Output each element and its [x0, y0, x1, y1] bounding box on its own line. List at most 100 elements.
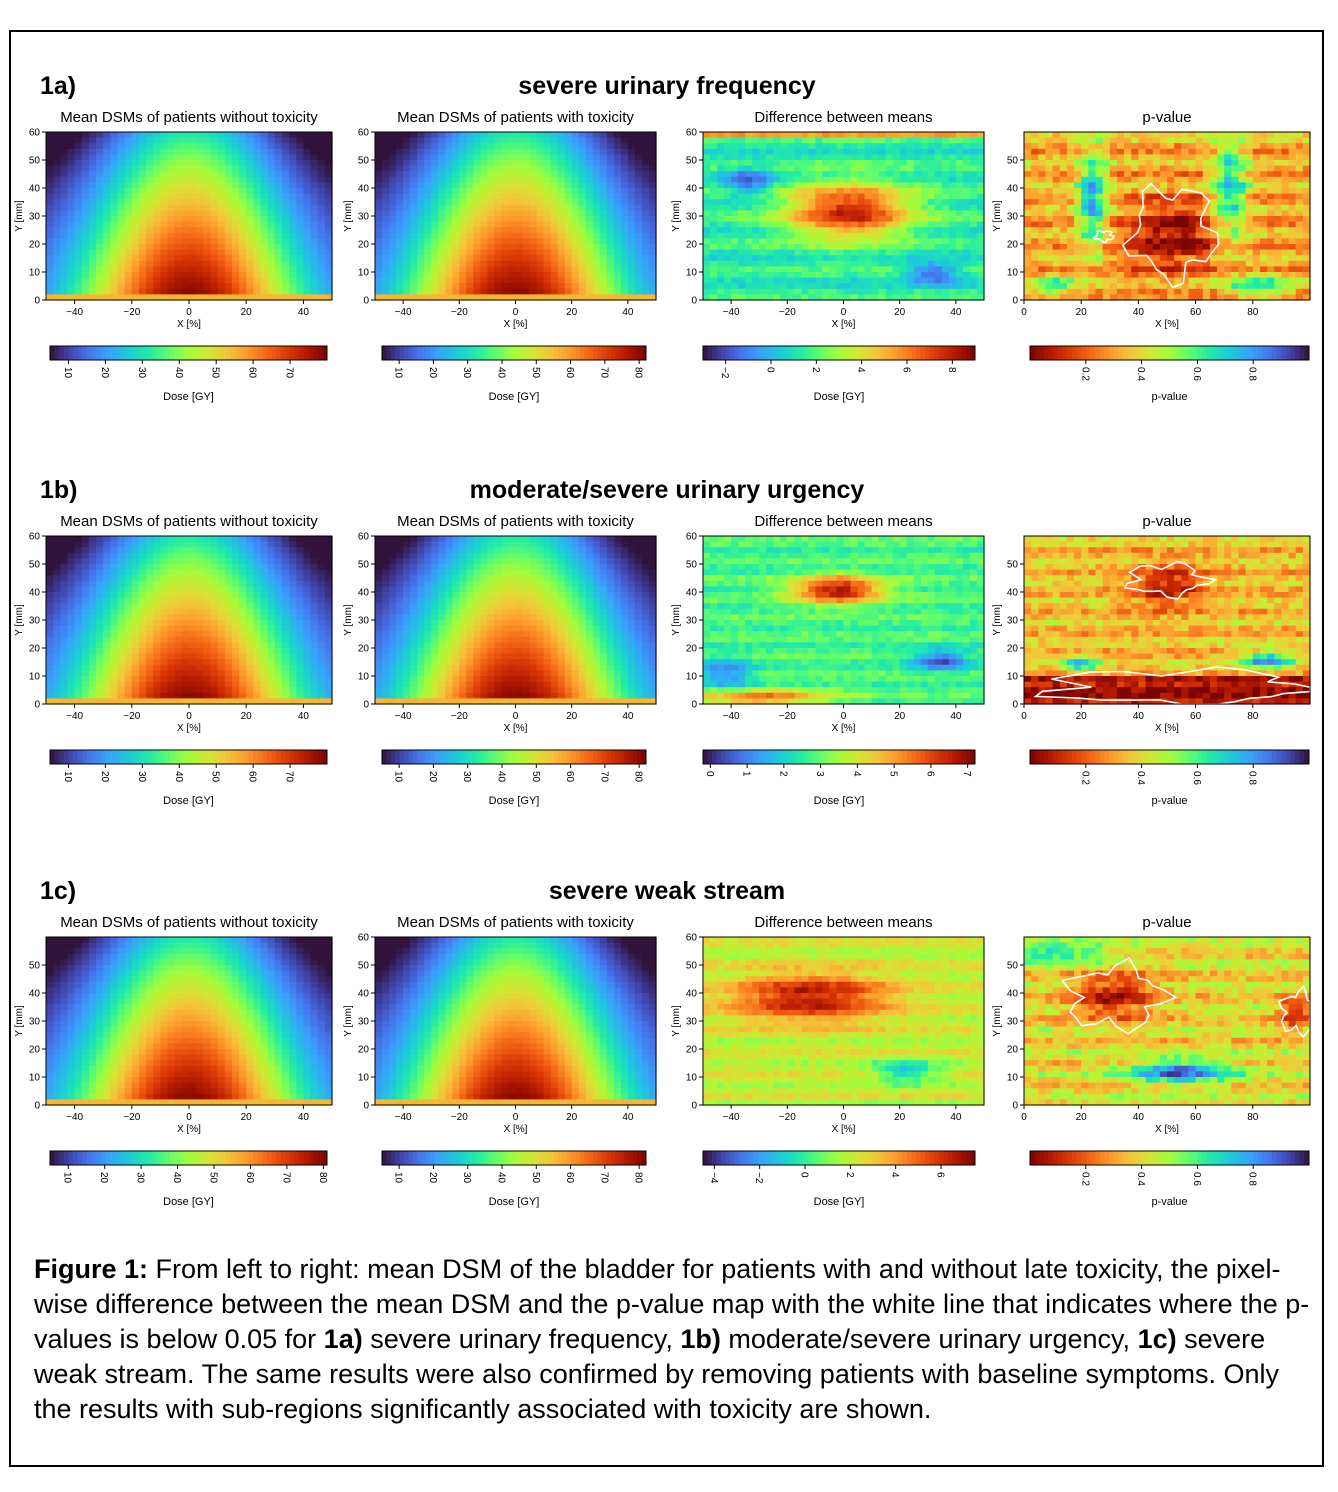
colorbar-cell	[802, 346, 808, 360]
heatmap-cell	[324, 193, 333, 200]
colorbar-cell	[478, 346, 484, 360]
heatmap-cell	[487, 160, 496, 167]
heatmap-cell	[253, 171, 262, 178]
heatmap-cell	[389, 160, 397, 167]
heatmap-cell	[606, 266, 615, 273]
heatmap-cell	[606, 272, 615, 279]
heatmap-cell	[1131, 182, 1139, 189]
heatmap-cell	[710, 294, 718, 301]
heatmap-cell	[927, 171, 936, 178]
heatmap-cell	[927, 176, 936, 183]
heatmap-cell	[174, 277, 183, 284]
heatmap-cell	[634, 227, 643, 234]
heatmap-cell	[878, 137, 887, 144]
heatmap-cell	[627, 227, 636, 234]
heatmap-cell	[1245, 143, 1254, 150]
heatmap-cell	[620, 160, 629, 167]
heatmap-cell	[88, 143, 97, 150]
heatmap-cell	[445, 260, 453, 267]
heatmap-cell	[160, 171, 169, 178]
heatmap-cell	[382, 137, 390, 144]
heatmap-cell	[976, 210, 985, 217]
heatmap-cell	[303, 143, 312, 150]
heatmap-cell	[1116, 148, 1125, 155]
heatmap-cell	[648, 277, 657, 284]
heatmap-cell	[1238, 221, 1247, 228]
heatmap-cell	[189, 132, 197, 139]
heatmap-cell	[850, 193, 859, 200]
heatmap-cell	[1102, 277, 1111, 284]
heatmap-cell	[1109, 188, 1118, 195]
heatmap-cell	[1224, 199, 1232, 206]
heatmap-cell	[529, 171, 538, 178]
heatmap-cell	[1131, 160, 1139, 167]
heatmap-cell	[53, 249, 61, 256]
heatmap-cell	[766, 255, 774, 262]
heatmap-cell	[281, 132, 290, 139]
heatmap-cell	[1052, 204, 1061, 211]
heatmap-cell	[648, 255, 657, 262]
heatmap-cell	[253, 266, 262, 273]
heatmap-cell	[452, 227, 460, 234]
heatmap-cell	[217, 260, 226, 267]
heatmap-cell	[822, 182, 831, 189]
heatmap-cell	[550, 171, 559, 178]
heatmap-cell	[53, 160, 61, 167]
heatmap-cell	[1024, 260, 1032, 267]
heatmap-cell	[1024, 182, 1032, 189]
heatmap-cell	[850, 227, 859, 234]
heatmap-cell	[174, 199, 183, 206]
heatmap-cell	[878, 148, 887, 155]
heatmap-cell	[787, 227, 795, 234]
heatmap-cell	[246, 182, 254, 189]
heatmap-cell	[67, 232, 76, 239]
heatmap-cell	[724, 272, 732, 279]
heatmap-cell	[110, 249, 119, 256]
colorbar-frame	[702, 345, 976, 361]
heatmap-cell	[210, 232, 219, 239]
heatmap-cell	[452, 283, 460, 290]
heatmap-cell	[410, 260, 418, 267]
heatmap-cell	[1031, 193, 1039, 200]
heatmap-cell	[74, 176, 83, 183]
heatmap-cell	[246, 266, 254, 273]
heatmap-cell	[410, 137, 418, 144]
heatmap-cell	[494, 283, 503, 290]
heatmap-cell	[189, 188, 197, 195]
heatmap-cell	[927, 294, 936, 301]
heatmap-cell	[459, 260, 467, 267]
heatmap-cell	[613, 249, 622, 256]
colorbar-cell	[970, 346, 976, 360]
heatmap-cell	[267, 216, 276, 223]
heatmap-cell	[529, 249, 538, 256]
colorbar-cell	[206, 346, 213, 360]
heatmap-cell	[124, 143, 133, 150]
heatmap-cell	[452, 132, 460, 139]
heatmap-cell	[1038, 232, 1047, 239]
heatmap-cell	[850, 272, 859, 279]
heatmap-cell	[822, 160, 831, 167]
heatmap-cell	[1302, 171, 1311, 178]
heatmap-cell	[578, 238, 587, 245]
heatmap-cell	[641, 199, 650, 206]
heatmap-cell	[571, 154, 580, 161]
heatmap-cell	[871, 188, 880, 195]
heatmap-cell	[850, 204, 859, 211]
heatmap-cell	[281, 221, 290, 228]
heatmap-cell	[780, 148, 788, 155]
heatmap-cell	[110, 266, 119, 273]
heatmap-cell	[536, 249, 545, 256]
heatmap-cell	[445, 238, 453, 245]
heatmap-cell	[1052, 143, 1061, 150]
heatmap-cell	[878, 160, 887, 167]
heatmap-cell	[836, 193, 845, 200]
heatmap-cell	[417, 244, 425, 251]
heatmap-cell	[96, 232, 104, 239]
heatmap-cell	[1138, 160, 1147, 167]
heatmap-cell	[289, 143, 297, 150]
heatmap-cell	[1088, 216, 1097, 223]
panel-diff: Difference between means−40 −20 0 20 4001020…	[671, 109, 985, 403]
heatmap-cell	[920, 255, 929, 262]
heatmap-cell	[850, 249, 859, 256]
heatmap-cell	[1088, 272, 1097, 279]
